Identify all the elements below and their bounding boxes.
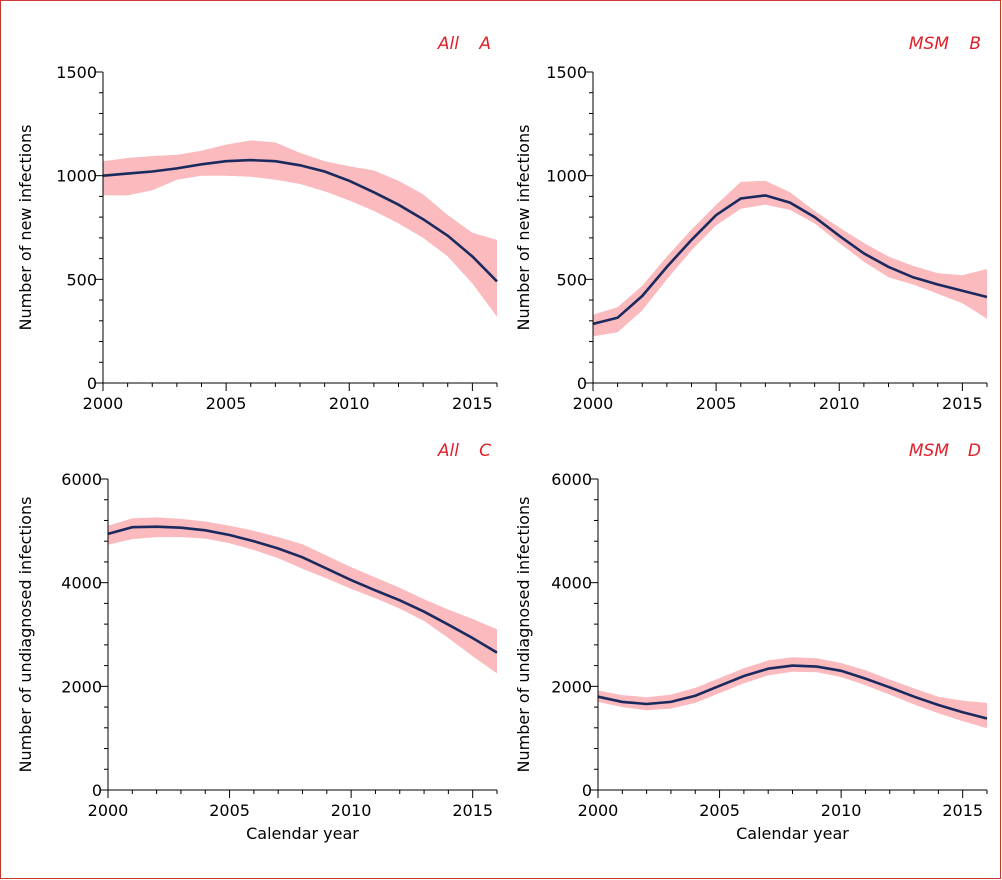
x-tick-label: 2010 [329,394,370,413]
uncertainty-band [593,180,987,337]
y-tick-label: 0 [582,781,592,800]
uncertainty-band [598,657,987,729]
x-tick-label: 2000 [573,394,614,413]
panel-b: 0 500 1000 1500 2000 2005 2010 2015 Number of ne… [514,34,988,413]
y-tick-label: 500 [66,270,97,289]
y-tick-label: 4000 [551,574,592,593]
x-axis-title: Calendar year [246,824,359,843]
panel-letter-label: C [479,441,491,461]
x-tick-label: 2005 [696,394,737,413]
x-tick-label: 2005 [699,801,740,820]
panel-group-label: MSM [909,441,949,461]
y-tick-label: 4000 [61,574,102,593]
series-line [102,158,498,283]
y-axis-title: Number of undiagnosed infections [16,497,35,773]
x-tick-label: 2010 [331,801,372,820]
x-tick-label: 2010 [821,801,862,820]
y-tick-label: 0 [87,374,97,393]
y-axis-title: Number of new infections [514,125,533,331]
panel-letter-label: B [969,34,981,54]
x-tick-label: 2015 [452,801,493,820]
panel-letter-label: A [478,34,491,54]
x-tick-label: 2015 [452,394,493,413]
panel-group-label: All [437,34,459,54]
series-line [107,525,498,654]
y-tick-label: 1500 [56,63,97,82]
x-tick-label: 2005 [209,801,250,820]
uncertainty-band [108,517,497,674]
panel-a: 0 500 1000 1500 2000 2005 2010 2015 Number of ne… [16,34,498,413]
y-tick-label: 1000 [546,167,587,186]
series-line [597,664,988,720]
x-axis-title: Calendar year [736,824,849,843]
panel-group-label: MSM [909,34,949,54]
x-tick-label: 2005 [206,394,247,413]
y-tick-label: 500 [556,270,587,289]
x-tick-label: 2010 [819,394,860,413]
x-tick-label: 2015 [942,801,983,820]
panel-letter-label: D [968,441,981,461]
y-tick-label: 1500 [546,63,587,82]
x-tick-label: 2000 [578,801,619,820]
y-tick-label: 1000 [56,167,97,186]
y-tick-label: 2000 [61,677,102,696]
y-tick-label: 0 [577,374,587,393]
x-tick-label: 2015 [942,394,983,413]
x-tick-label: 2000 [83,394,124,413]
series-line [592,194,988,326]
y-axis-title: Number of undiagnosed infections [514,497,533,773]
y-tick-label: 2000 [551,677,592,696]
y-tick-label: 6000 [61,470,102,489]
uncertainty-band [103,140,497,317]
x-tick-label: 2000 [88,801,129,820]
panel-group-label: All [437,441,459,461]
y-tick-label: 6000 [551,470,592,489]
y-axis-title: Number of new infections [16,125,35,331]
y-tick-label: 0 [92,781,102,800]
